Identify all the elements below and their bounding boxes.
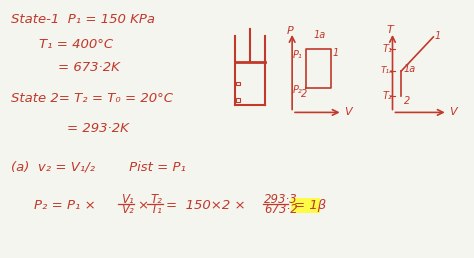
- Text: (a)  v₂ = V₁/₂        Pist = P₁: (a) v₂ = V₁/₂ Pist = P₁: [11, 161, 186, 174]
- Text: =  150×2 ×: = 150×2 ×: [166, 199, 246, 212]
- Text: T₁: T₁: [150, 203, 162, 216]
- Text: P₂ = P₁ ×: P₂ = P₁ ×: [35, 199, 96, 212]
- Text: T: T: [387, 25, 393, 35]
- Text: 2: 2: [404, 96, 410, 106]
- Text: V: V: [344, 107, 352, 117]
- Text: State 2= T₂ = T₀ = 20°C: State 2= T₂ = T₀ = 20°C: [11, 92, 173, 105]
- Text: 1: 1: [333, 48, 339, 58]
- Text: T₂: T₂: [150, 193, 162, 206]
- FancyBboxPatch shape: [291, 198, 320, 213]
- Text: T₁ₐ: T₁ₐ: [381, 67, 393, 75]
- Text: 2: 2: [301, 89, 307, 99]
- Bar: [236, 98, 240, 102]
- Text: ×: ×: [137, 199, 148, 212]
- Text: P₁: P₁: [293, 50, 303, 60]
- Text: P₂: P₂: [293, 85, 303, 95]
- Text: T₂: T₂: [382, 91, 392, 101]
- Text: T₁: T₁: [382, 44, 392, 54]
- Text: 673·2: 673·2: [264, 203, 298, 216]
- Text: V₂: V₂: [121, 203, 134, 216]
- Text: 1a: 1a: [404, 64, 416, 74]
- Text: 1a: 1a: [313, 30, 326, 39]
- Text: State-1  P₁ = 150 KPa: State-1 P₁ = 150 KPa: [11, 13, 155, 26]
- Text: V₁: V₁: [121, 193, 134, 206]
- Text: = 293·2K: = 293·2K: [67, 123, 129, 135]
- Text: 293·3: 293·3: [264, 193, 298, 206]
- Text: P: P: [286, 26, 293, 36]
- Text: T₁ = 400°C: T₁ = 400°C: [39, 38, 113, 51]
- Text: 1: 1: [435, 31, 441, 41]
- Text: = 673·2K: = 673·2K: [58, 61, 120, 74]
- Text: V: V: [449, 107, 456, 117]
- Bar: [236, 82, 240, 85]
- Text: = 1β: = 1β: [294, 199, 326, 212]
